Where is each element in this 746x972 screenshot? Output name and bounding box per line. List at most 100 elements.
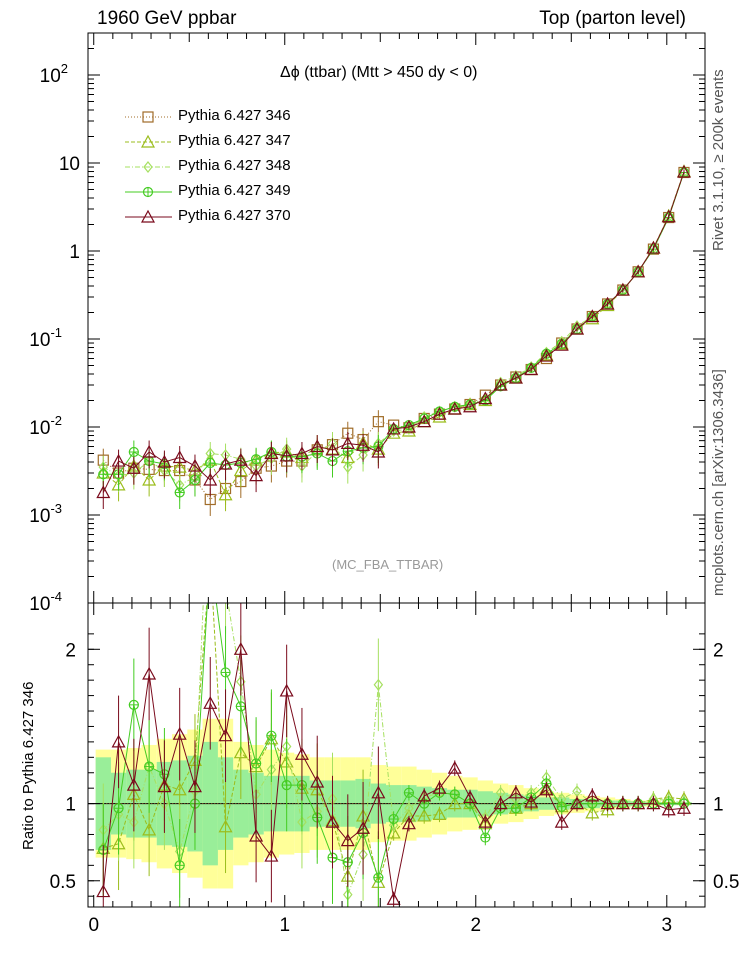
y-tick-exponent: -4 — [50, 589, 62, 604]
ratio-point — [570, 796, 585, 810]
ratio-point — [600, 796, 615, 810]
main-frame — [87, 32, 706, 604]
ratio-point — [96, 884, 111, 898]
legend-label-2: Pythia 6.427 348 — [178, 157, 291, 174]
data-point — [279, 448, 294, 462]
ratio-point — [661, 802, 676, 816]
ratio-point — [233, 642, 248, 655]
legend-marker-4 — [140, 209, 156, 223]
data-point — [264, 446, 279, 460]
ratio-point — [356, 821, 371, 834]
data-point — [600, 296, 615, 310]
chart-title: Δϕ (ttbar) (Mtt > 450 dy < 0) — [280, 64, 478, 81]
ratio-point — [218, 819, 233, 833]
data-point — [386, 421, 401, 435]
ratio-point — [264, 848, 279, 862]
ratio-point — [142, 666, 157, 680]
ratio-point — [218, 728, 233, 742]
ratio-point — [432, 780, 447, 794]
data-point — [325, 442, 340, 456]
data-point — [447, 401, 462, 415]
data-point — [615, 282, 630, 296]
data-point — [554, 337, 569, 351]
ratio-point — [447, 760, 462, 774]
ratio-point — [401, 816, 416, 830]
ratio-point — [310, 774, 325, 788]
ratio-point — [222, 583, 230, 593]
ratio-point — [615, 796, 630, 810]
y-tick-label: 10 — [59, 154, 80, 175]
data-point — [157, 454, 172, 468]
data-point — [539, 348, 554, 362]
ratio-y-tick-label: 0.5 — [50, 872, 76, 893]
data-point — [310, 439, 325, 453]
x-tick-label: 0 — [88, 915, 99, 936]
ratio-point — [554, 814, 569, 828]
legend-label-3: Pythia 6.427 349 — [178, 182, 291, 199]
data-point — [463, 399, 478, 413]
ratio-point — [172, 726, 187, 740]
y-tick-exponent: -2 — [50, 413, 62, 428]
data-point — [570, 321, 585, 335]
data-point — [432, 406, 447, 420]
ratio-point — [206, 552, 215, 561]
data-point — [126, 460, 141, 474]
series-line-4 — [102, 171, 685, 493]
legend-marker-1 — [140, 134, 156, 148]
data-point — [187, 458, 202, 472]
ratio-point — [524, 794, 539, 808]
data-point — [218, 487, 233, 501]
legend-label-0: Pythia 6.427 346 — [178, 107, 291, 124]
y-tick-label: 10-1 — [29, 325, 62, 351]
y-tick-label: 10-4 — [29, 589, 62, 615]
ratio-point — [447, 796, 462, 810]
legend-marker-0 — [142, 111, 154, 123]
ratio-point — [157, 779, 172, 793]
x-tick-label: 1 — [279, 915, 290, 936]
data-point — [203, 472, 218, 486]
ratio-point — [340, 833, 355, 847]
data-point — [646, 240, 661, 254]
main-series — [96, 164, 691, 516]
data-point — [508, 370, 523, 384]
data-point — [340, 436, 355, 450]
series-line-1 — [102, 171, 685, 496]
ratio-y-tick-label: 1 — [65, 795, 76, 816]
series-line-3 — [103, 172, 685, 494]
ratio-point — [204, 551, 216, 562]
ratio-point — [373, 678, 384, 691]
y-tick-exponent: -1 — [50, 325, 62, 340]
y-tick-exponent: -3 — [50, 501, 62, 516]
ratio-series — [96, 551, 691, 907]
data-point — [524, 362, 539, 376]
ratio-point — [142, 822, 157, 836]
ratio-point — [386, 892, 401, 905]
ratio-y-tick-label-right: 0.5 — [713, 872, 739, 893]
analysis-tag: (MC_FBA_TTBAR) — [332, 557, 444, 572]
ratio-point — [646, 796, 661, 810]
y-tick-label: 1 — [69, 242, 80, 263]
ratio-point — [172, 782, 187, 796]
data-point — [343, 461, 353, 474]
data-point — [218, 456, 233, 470]
x-tick-label: 3 — [662, 915, 673, 936]
ratio-point — [371, 785, 386, 799]
ratio-point — [249, 828, 264, 842]
y-tick-exponent: 2 — [61, 61, 68, 76]
y-tick-label: 10-3 — [29, 501, 62, 527]
ratio-y-tick-label: 2 — [65, 640, 76, 661]
ratio-y-tick-label-right: 2 — [713, 640, 724, 661]
data-point — [356, 438, 371, 451]
data-point — [631, 264, 646, 278]
data-point — [493, 377, 508, 391]
data-point — [96, 485, 111, 499]
legend-marker-2 — [143, 161, 153, 173]
legend-label-4: Pythia 6.427 370 — [178, 207, 291, 224]
ratio-point — [600, 802, 615, 816]
data-point — [417, 414, 432, 428]
ratio-point — [187, 779, 202, 793]
data-point — [233, 452, 248, 466]
ratio-point — [631, 796, 646, 810]
ratio-point — [126, 777, 141, 791]
